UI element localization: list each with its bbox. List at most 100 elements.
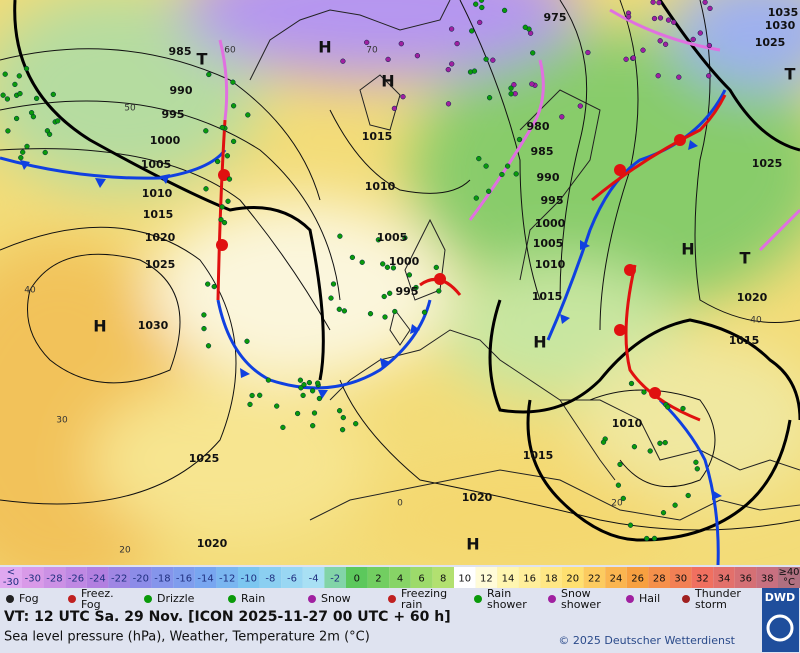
weather-dot <box>471 68 478 74</box>
weather-legend: Fog Freez.Fog Drizzle Rain Snow FreezingrainR… <box>6 587 741 611</box>
weather-dot <box>0 92 6 98</box>
weather-dot <box>310 423 316 429</box>
weather-dot <box>297 377 304 383</box>
weather-dot <box>13 115 20 122</box>
weather-dot <box>224 153 231 159</box>
weather-dot <box>298 385 304 391</box>
legend-label: Snow <box>321 592 351 605</box>
scale-cell <box>648 567 670 588</box>
isobar-label: 990 <box>170 84 193 97</box>
weather-dot <box>230 79 236 85</box>
weather-dot <box>660 510 667 516</box>
weather-dot <box>306 379 313 386</box>
weather-dot <box>665 404 671 410</box>
scale-label: -6 <box>287 574 297 585</box>
weather-dot <box>12 81 18 88</box>
scale-high-label: °C <box>783 577 795 588</box>
scale-cell <box>389 567 411 588</box>
legend-label: Rain <box>487 587 511 600</box>
legend-icon <box>6 595 14 603</box>
weather-dot <box>18 155 24 161</box>
weather-dot <box>349 254 356 261</box>
weather-dot <box>55 118 61 124</box>
weather-dot <box>627 522 634 528</box>
weather-dot <box>353 421 359 427</box>
scale-label: 28 <box>653 574 666 585</box>
scale-cell <box>281 567 303 588</box>
scale-high-cell <box>778 567 800 588</box>
weather-dot <box>206 71 212 78</box>
isotherm-label: 60 <box>224 46 236 56</box>
weather-dot <box>336 306 342 312</box>
weather-dot <box>16 73 22 79</box>
scale-cell <box>756 567 778 588</box>
weather-dot <box>454 40 460 47</box>
weather-dot <box>672 502 678 508</box>
weather-dot <box>382 314 388 320</box>
scale-label: 12 <box>480 574 493 585</box>
weather-dot <box>201 325 207 332</box>
scale-cell <box>691 567 714 588</box>
scale-cell <box>43 567 66 588</box>
weather-dot <box>219 204 225 210</box>
isobar-label: 995 <box>162 108 185 121</box>
weather-dot <box>448 26 455 32</box>
weather-dot <box>205 343 212 349</box>
scale-label: 36 <box>739 574 752 585</box>
scale-cell <box>173 567 195 588</box>
legend-label: Fog <box>81 598 101 611</box>
weather-dot <box>390 265 397 271</box>
scale-cell <box>605 567 627 588</box>
weather-dot <box>657 15 664 21</box>
weather-dot <box>508 85 514 91</box>
weather-dot <box>504 163 511 169</box>
weather-dot <box>211 283 217 290</box>
legend-label: Drizzle <box>157 592 195 605</box>
weather-dot <box>364 39 370 46</box>
weather-dot <box>476 155 482 162</box>
scale-label: -2 <box>330 574 340 585</box>
weather-dot <box>433 264 439 271</box>
isobar-label: 1020 <box>737 291 768 304</box>
warm-fronts <box>216 94 727 422</box>
pressure-center: H <box>533 333 546 352</box>
weather-dot <box>219 124 225 131</box>
scale-cell <box>346 567 368 588</box>
weather-dot <box>225 198 231 204</box>
weather-dot <box>702 0 708 5</box>
weather-dot <box>665 17 672 23</box>
weather-dot <box>662 41 669 47</box>
weather-dot <box>340 58 346 64</box>
scale-cell <box>670 567 692 588</box>
legend-label: Thunder <box>694 587 741 600</box>
weather-dot <box>473 1 479 7</box>
weather-dot <box>559 114 565 120</box>
weather-dot <box>421 309 428 315</box>
dwd-logo-text: DWD <box>765 591 795 604</box>
scale-cell <box>626 567 649 588</box>
weather-dot <box>436 288 442 294</box>
scale-cell <box>518 567 541 588</box>
legend-icon <box>308 595 316 603</box>
scale-cell <box>22 567 44 588</box>
scale-cell <box>734 567 757 588</box>
weather-dot <box>630 55 637 61</box>
isobar-label: 1030 <box>138 319 169 332</box>
legend-label: storm <box>695 598 727 611</box>
weather-dot <box>697 30 703 36</box>
weather-dot <box>511 82 517 88</box>
scale-cell <box>562 567 584 588</box>
scale-label: 4 <box>397 574 403 585</box>
weather-dot <box>244 338 250 344</box>
legend-label: Fog <box>19 592 39 605</box>
weather-dot <box>385 56 391 63</box>
weather-dot <box>414 53 421 59</box>
weather-dot <box>617 461 623 468</box>
occluded-fronts <box>218 8 800 252</box>
scale-cell <box>302 567 325 588</box>
isobar-label: 1015 <box>362 130 393 143</box>
weather-dot <box>513 171 519 177</box>
scale-label: 14 <box>502 574 515 585</box>
legend-icon <box>548 595 556 603</box>
